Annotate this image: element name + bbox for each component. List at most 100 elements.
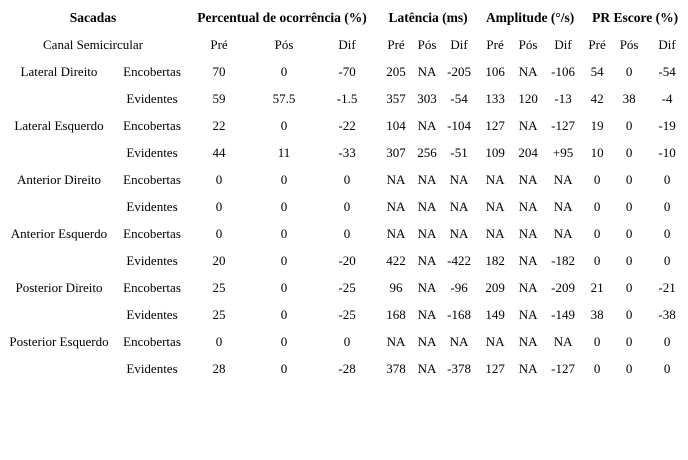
value-cell: -10 bbox=[658, 144, 676, 160]
value-cell: NA bbox=[485, 333, 505, 349]
subheader-pr-pre: Pré bbox=[588, 36, 606, 52]
subheader-latencia-dif: Dif bbox=[450, 36, 468, 52]
value-cell: NA bbox=[417, 279, 437, 295]
value-cell: 0 bbox=[625, 144, 633, 160]
value-cell: 0 bbox=[280, 333, 288, 349]
canal-cell: Posterior Direito bbox=[15, 279, 103, 295]
table-row: Evidentes 28 0 -28 378 NA -378 127 NA -127 0 0 0 bbox=[0, 355, 688, 382]
table-row: Lateral Direito Encobertas 70 0 -70 205 NA -205… bbox=[0, 58, 688, 85]
value-cell: -54 bbox=[658, 63, 676, 79]
table-row: Evidentes 44 11 -33 307 256 -51 109 204 +95 10 0 -10 bbox=[0, 139, 688, 166]
value-cell: NA bbox=[553, 198, 573, 214]
value-cell: NA bbox=[386, 333, 406, 349]
canal-cell: Lateral Direito bbox=[20, 63, 98, 79]
value-cell: NA bbox=[518, 225, 538, 241]
value-cell: 0 bbox=[663, 225, 671, 241]
subheader-amplitude-pos: Pós bbox=[518, 36, 538, 52]
value-cell: -104 bbox=[447, 117, 471, 133]
subheader-percentual-dif: Dif bbox=[338, 36, 356, 52]
value-cell: 0 bbox=[343, 225, 351, 241]
value-cell: 0 bbox=[280, 117, 288, 133]
value-cell: 204 bbox=[518, 144, 538, 160]
value-cell: NA bbox=[386, 198, 406, 214]
value-cell: NA bbox=[386, 225, 406, 241]
canal-cell bbox=[0, 85, 118, 112]
value-cell: NA bbox=[518, 306, 538, 322]
table-header-sub-row: Canal Semicircular Pré Pós Dif Pré Pós D… bbox=[0, 31, 688, 58]
value-cell: 42 bbox=[590, 90, 604, 106]
value-cell: 182 bbox=[485, 252, 505, 268]
value-cell: 25 bbox=[212, 279, 226, 295]
value-cell: 133 bbox=[485, 90, 505, 106]
value-cell: -422 bbox=[447, 252, 471, 268]
value-cell: -22 bbox=[338, 117, 356, 133]
value-cell: -182 bbox=[551, 252, 575, 268]
value-cell: 38 bbox=[622, 90, 636, 106]
value-cell: 120 bbox=[518, 90, 538, 106]
value-cell: -4 bbox=[661, 90, 673, 106]
value-cell: 19 bbox=[590, 117, 604, 133]
value-cell: NA bbox=[417, 117, 437, 133]
value-cell: 0 bbox=[625, 117, 633, 133]
value-cell: -106 bbox=[551, 63, 575, 79]
tipo-cell: Encobertas bbox=[123, 117, 181, 133]
value-cell: -13 bbox=[554, 90, 572, 106]
tipo-cell: Evidentes bbox=[126, 198, 178, 214]
value-cell: -38 bbox=[658, 306, 676, 322]
table-row: Posterior Direito Encobertas 25 0 -25 96 NA -96… bbox=[0, 274, 688, 301]
subheader-percentual-pre: Pré bbox=[210, 36, 228, 52]
tipo-cell: Encobertas bbox=[123, 225, 181, 241]
canal-cell bbox=[0, 139, 118, 166]
value-cell: 0 bbox=[625, 360, 633, 376]
value-cell: -21 bbox=[658, 279, 676, 295]
value-cell: 0 bbox=[215, 198, 223, 214]
value-cell: 0 bbox=[625, 225, 633, 241]
value-cell: 0 bbox=[280, 252, 288, 268]
value-cell: -168 bbox=[447, 306, 471, 322]
value-cell: 0 bbox=[663, 333, 671, 349]
value-cell: 209 bbox=[485, 279, 505, 295]
value-cell: NA bbox=[417, 225, 437, 241]
value-cell: NA bbox=[417, 171, 437, 187]
value-cell: 0 bbox=[215, 225, 223, 241]
tipo-cell: Encobertas bbox=[123, 333, 181, 349]
value-cell: NA bbox=[449, 333, 469, 349]
value-cell: -51 bbox=[450, 144, 468, 160]
value-cell: 0 bbox=[343, 171, 351, 187]
value-cell: 57.5 bbox=[272, 90, 296, 106]
value-cell: 0 bbox=[215, 333, 223, 349]
value-cell: 96 bbox=[389, 279, 403, 295]
value-cell: 0 bbox=[593, 360, 601, 376]
value-cell: NA bbox=[417, 63, 437, 79]
value-cell: NA bbox=[553, 171, 573, 187]
value-cell: 70 bbox=[212, 63, 226, 79]
value-cell: NA bbox=[449, 198, 469, 214]
canal-cell: Posterior Esquerdo bbox=[9, 333, 109, 349]
value-cell: NA bbox=[417, 333, 437, 349]
canal-cell bbox=[0, 193, 118, 220]
tipo-cell: Evidentes bbox=[126, 252, 178, 268]
canal-cell: Lateral Esquerdo bbox=[14, 117, 104, 133]
value-cell: 0 bbox=[343, 198, 351, 214]
value-cell: 20 bbox=[212, 252, 226, 268]
subheader-percentual-pos: Pós bbox=[274, 36, 294, 52]
table-title: Sacadas bbox=[69, 9, 117, 25]
tipo-cell: Evidentes bbox=[126, 90, 178, 106]
value-cell: 11 bbox=[277, 144, 291, 160]
value-cell: 0 bbox=[663, 252, 671, 268]
value-cell: 38 bbox=[590, 306, 604, 322]
table-row: Evidentes 0 0 0 NA NA NA NA NA NA 0 0 0 bbox=[0, 193, 688, 220]
row-header-canal-semicircular: Canal Semicircular bbox=[43, 36, 143, 52]
group-header-latencia: Latência (ms) bbox=[388, 9, 468, 25]
value-cell: NA bbox=[518, 333, 538, 349]
value-cell: 303 bbox=[417, 90, 437, 106]
value-cell: 0 bbox=[663, 360, 671, 376]
value-cell: NA bbox=[485, 198, 505, 214]
canal-cell bbox=[0, 301, 118, 328]
value-cell: 307 bbox=[386, 144, 406, 160]
value-cell: 205 bbox=[386, 63, 406, 79]
value-cell: 10 bbox=[590, 144, 604, 160]
value-cell: NA bbox=[417, 360, 437, 376]
value-cell: 422 bbox=[386, 252, 406, 268]
value-cell: 0 bbox=[343, 333, 351, 349]
